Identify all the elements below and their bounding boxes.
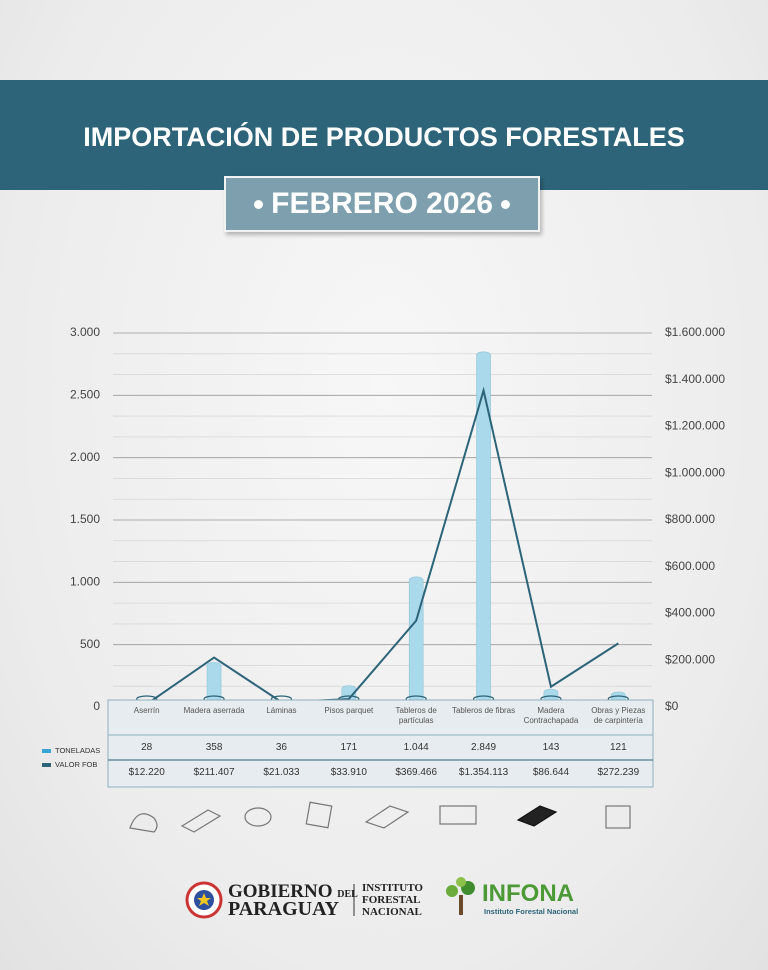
- value-label: $21.033: [263, 767, 300, 778]
- category-label: Láminas: [266, 706, 297, 715]
- value-label: 143: [542, 742, 560, 753]
- category-label: Madera aserrada: [183, 706, 245, 715]
- line: [146, 386, 619, 705]
- header-band: [0, 80, 768, 190]
- legend-item: TONELADAS: [42, 746, 100, 755]
- subtitle-box: FEBRERO 2026: [224, 176, 540, 232]
- icon-sawdust: [129, 813, 158, 833]
- y2-tick-label: $1.400.000: [665, 372, 725, 386]
- value-label: 28: [141, 742, 153, 753]
- gov-line1: GOBIERNO DEL: [228, 881, 358, 903]
- icon-veneer: [244, 807, 272, 827]
- legend-label: VALOR FOB: [55, 760, 98, 769]
- instituto-line: FORESTAL: [362, 894, 421, 906]
- icon-particle: [364, 805, 410, 829]
- legend-swatch: [42, 762, 51, 767]
- subtitle: FEBRERO 2026: [271, 187, 493, 220]
- value-label: 2.849: [471, 742, 497, 753]
- instituto: INSTITUTO FORESTAL NACIONAL: [362, 882, 423, 918]
- infona: INFONA: [482, 880, 574, 907]
- instituto-line: NACIONAL: [362, 906, 422, 918]
- legend-label: TONELADAS: [55, 746, 101, 755]
- value-label: 1.044: [403, 742, 429, 753]
- y2-tick-label: $1.000.000: [665, 465, 725, 479]
- icon-lumber: [180, 809, 222, 833]
- category-label: Tableros de fibras: [451, 706, 516, 715]
- icon-fiber: [439, 805, 477, 825]
- value-label: 171: [340, 742, 358, 753]
- value-label: 121: [609, 742, 627, 753]
- logo-infona-tree: [446, 877, 475, 915]
- value-label: $369.466: [395, 767, 438, 778]
- gov-del: DEL: [337, 889, 358, 900]
- gov-word: GOBIERNO: [228, 881, 333, 902]
- legend-item: VALOR FOB: [42, 760, 97, 769]
- value-label: 358: [205, 742, 223, 753]
- y-tick-label: 500: [80, 637, 100, 651]
- value-label: $12.220: [128, 767, 165, 778]
- icons: [129, 801, 631, 833]
- value-label: $272.239: [597, 767, 640, 778]
- y2-tick-label: $200.000: [665, 652, 715, 666]
- grid: [113, 332, 652, 708]
- bar: [408, 576, 424, 705]
- logo-gov-shield: [185, 881, 223, 919]
- icon-carpentry: [605, 805, 631, 829]
- category-label: Aserrín: [133, 706, 160, 715]
- bar: [206, 662, 222, 705]
- table-box: [107, 699, 654, 788]
- y2-tick-label: $1.200.000: [665, 419, 725, 433]
- legend-swatch: [42, 748, 51, 753]
- value-label: $1.354.113: [458, 767, 509, 778]
- category-label: Madera Contrachapada: [523, 706, 579, 725]
- y-tick-label: 0: [93, 699, 100, 713]
- y-tick-label: 1.500: [70, 512, 100, 526]
- y-tick-label: 1.000: [70, 575, 100, 589]
- title: IMPORTACIÓN DE PRODUCTOS FORESTALES: [83, 122, 685, 152]
- y2-tick-label: $0: [665, 699, 679, 713]
- y2-tick-label: $400.000: [665, 606, 715, 620]
- value-label: $33.910: [330, 767, 367, 778]
- category-label: Obras y Piezas de carpintería: [591, 706, 646, 725]
- icon-plywood: [516, 805, 558, 827]
- bullet: [500, 199, 510, 209]
- instituto-line: INSTITUTO: [362, 882, 423, 894]
- y-tick-label: 2.500: [70, 388, 100, 402]
- value-label: $211.407: [193, 767, 235, 778]
- y2-tick-label: $1.600.000: [665, 325, 725, 339]
- category-label: Pisos parquet: [324, 706, 374, 715]
- y-tick-label: 2.000: [70, 450, 100, 464]
- y-tick-label: 3.000: [70, 325, 100, 339]
- infona-sub: Instituto Forestal Nacional: [484, 907, 579, 916]
- value-label: 36: [275, 742, 287, 753]
- gov-line2: PARAGUAY: [228, 898, 340, 920]
- bullet: [254, 199, 264, 209]
- category-label: Tableros de partículas: [395, 706, 437, 725]
- y2-tick-label: $600.000: [665, 559, 715, 573]
- icon-parquet: [305, 801, 333, 829]
- y2-tick-label: $800.000: [665, 512, 715, 526]
- value-label: $86.644: [532, 767, 570, 778]
